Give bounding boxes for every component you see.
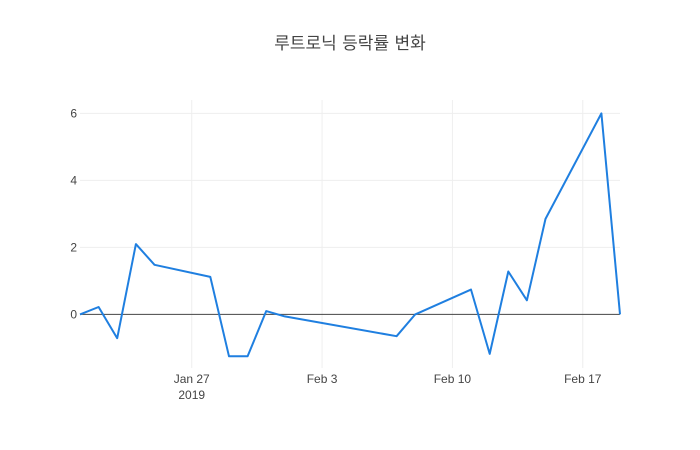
- data-point[interactable]: [487, 351, 493, 357]
- x-tick-label: Feb 10: [434, 372, 472, 386]
- data-point[interactable]: [245, 353, 251, 359]
- data-point[interactable]: [543, 216, 549, 222]
- data-point[interactable]: [412, 311, 418, 317]
- data-point[interactable]: [524, 297, 530, 303]
- x-axis-ticks: Jan 27 2019 Feb 3 Feb 10 Feb 17: [174, 372, 602, 402]
- x-tick-sublabel: 2019: [178, 388, 205, 402]
- data-point[interactable]: [394, 333, 400, 339]
- y-tick-label: 4: [70, 173, 77, 187]
- y-tick-label: 2: [70, 240, 77, 254]
- data-point[interactable]: [114, 335, 120, 341]
- data-point[interactable]: [505, 269, 511, 275]
- data-point[interactable]: [617, 311, 623, 317]
- chart-title: 루트로닉 등락률 변화: [274, 34, 426, 54]
- data-point[interactable]: [133, 241, 139, 247]
- data-point[interactable]: [468, 287, 474, 293]
- x-tick-label: Jan 27: [174, 372, 210, 386]
- x-tick-label: Feb 3: [307, 372, 338, 386]
- y-tick-label: 6: [70, 106, 77, 120]
- y-axis-ticks: 0 2 4 6: [70, 106, 77, 321]
- x-tick-label: Feb 17: [564, 372, 602, 386]
- data-point[interactable]: [263, 308, 269, 314]
- data-point[interactable]: [96, 304, 102, 310]
- y-tick-label: 0: [70, 307, 77, 321]
- data-point[interactable]: [207, 274, 213, 280]
- data-point[interactable]: [598, 110, 604, 116]
- data-point[interactable]: [226, 353, 232, 359]
- series-line: [79, 112, 621, 358]
- data-point[interactable]: [152, 262, 158, 268]
- data-point[interactable]: [77, 311, 83, 317]
- data-point[interactable]: [282, 313, 288, 319]
- grid: [80, 100, 620, 368]
- series-layer: [77, 110, 623, 359]
